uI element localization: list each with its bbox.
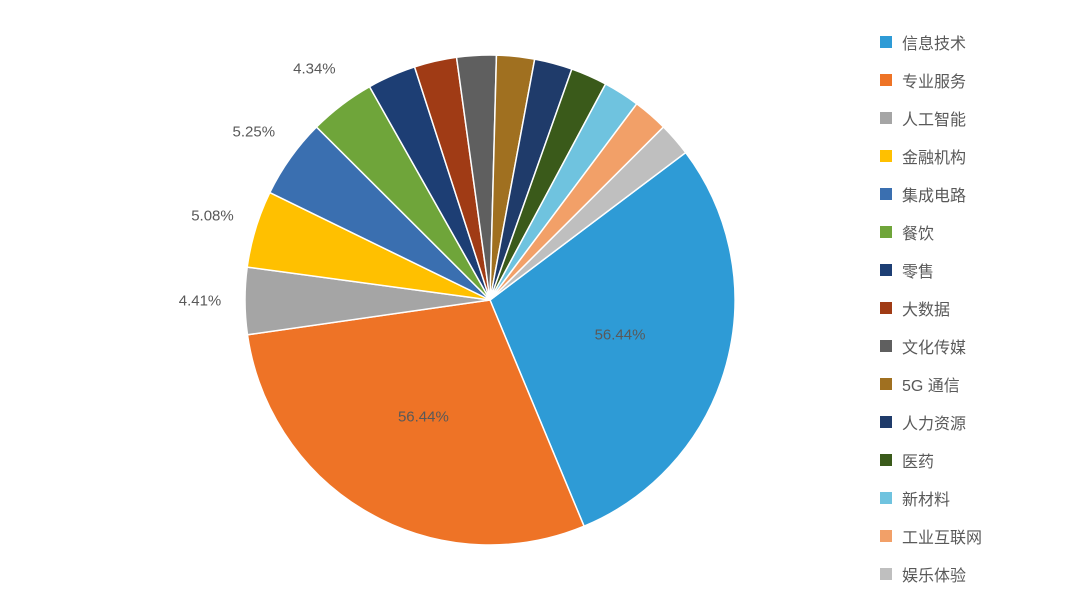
legend-item: 集成电路 (880, 182, 1088, 206)
legend-item: 零售 (880, 258, 1088, 282)
slice-label: 4.34% (293, 61, 336, 78)
legend-swatch (880, 112, 892, 124)
legend-item: 娱乐体验 (880, 562, 1088, 586)
legend-swatch (880, 188, 892, 200)
legend-label: 专业服务 (902, 68, 966, 92)
slice-label: 56.44% (398, 409, 449, 426)
pie-chart-svg (0, 0, 870, 598)
legend-label: 新材料 (902, 486, 950, 510)
legend-item: 金融机构 (880, 144, 1088, 168)
slice-label: 4.41% (179, 293, 222, 310)
legend-label: 零售 (902, 258, 934, 282)
legend-swatch (880, 74, 892, 86)
legend-swatch (880, 568, 892, 580)
legend-item: 信息技术 (880, 30, 1088, 54)
legend-item: 人力资源 (880, 410, 1088, 434)
slice-label: 56.44% (595, 327, 646, 344)
legend-swatch (880, 378, 892, 390)
legend-item: 专业服务 (880, 68, 1088, 92)
legend-item: 工业互联网 (880, 524, 1088, 548)
legend-swatch (880, 340, 892, 352)
legend-label: 信息技术 (902, 30, 966, 54)
legend-swatch (880, 302, 892, 314)
legend-label: 餐饮 (902, 220, 934, 244)
legend-label: 人工智能 (902, 106, 966, 130)
legend-item: 5G 通信 (880, 372, 1088, 396)
legend-item: 大数据 (880, 296, 1088, 320)
legend-item: 文化传媒 (880, 334, 1088, 358)
legend-label: 文化传媒 (902, 334, 966, 358)
chart-container: 56.44% 56.44% 4.41% 5.08% 5.25% 4.34% 信息技术专业服… (0, 0, 1088, 598)
legend-label: 医药 (902, 448, 934, 472)
legend: 信息技术专业服务人工智能金融机构集成电路餐饮零售大数据文化传媒 5G 通信人力资源… (870, 0, 1088, 598)
legend-item: 人工智能 (880, 106, 1088, 130)
legend-swatch (880, 36, 892, 48)
legend-swatch (880, 264, 892, 276)
legend-swatch (880, 492, 892, 504)
legend-swatch (880, 226, 892, 238)
legend-label: 人力资源 (902, 410, 966, 434)
legend-label: 大数据 (902, 296, 950, 320)
slice-label: 5.08% (191, 207, 234, 224)
legend-swatch (880, 150, 892, 162)
slice-label: 5.25% (233, 123, 276, 140)
legend-label: 5G 通信 (902, 372, 960, 396)
legend-swatch (880, 416, 892, 428)
pie-chart-area: 56.44% 56.44% 4.41% 5.08% 5.25% 4.34% (0, 0, 870, 598)
legend-swatch (880, 530, 892, 542)
legend-label: 工业互联网 (902, 524, 982, 548)
legend-swatch (880, 454, 892, 466)
legend-label: 娱乐体验 (902, 562, 966, 586)
legend-label: 集成电路 (902, 182, 966, 206)
legend-item: 餐饮 (880, 220, 1088, 244)
legend-label: 金融机构 (902, 144, 966, 168)
legend-item: 新材料 (880, 486, 1088, 510)
legend-item: 医药 (880, 448, 1088, 472)
